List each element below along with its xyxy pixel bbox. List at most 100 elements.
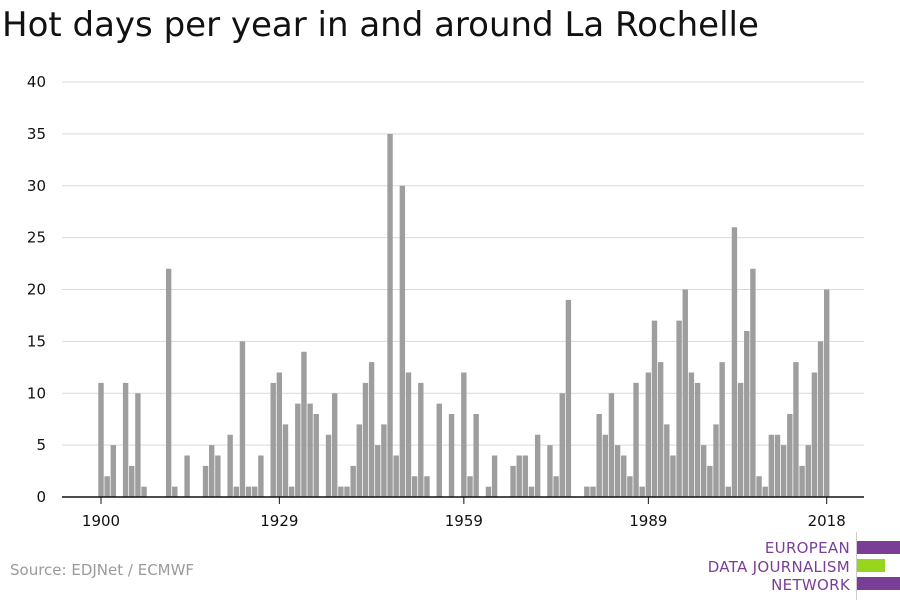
- bars: [98, 133, 830, 498]
- bar-2011: [780, 445, 787, 498]
- bar-1901: [104, 476, 110, 497]
- y-tick-label: 30: [27, 177, 46, 195]
- bar-2015: [805, 445, 811, 498]
- logo-line-3: NETWORK: [771, 576, 850, 594]
- x-axis-ticks: 1900 1929 1959 1989 2018: [82, 497, 846, 530]
- bar-1937: [325, 434, 332, 497]
- bar-1951: [411, 476, 418, 497]
- bar-2017: [817, 341, 824, 498]
- bar-1929: [276, 372, 283, 497]
- bar-2003: [731, 227, 738, 497]
- bar-1947: [387, 133, 393, 498]
- bar-1980: [590, 486, 596, 498]
- x-tick-label: 2018: [808, 512, 846, 530]
- logo-bar-2: [857, 559, 885, 572]
- bar-1992: [664, 424, 670, 498]
- y-tick-label: 15: [27, 332, 46, 350]
- bar-2005: [744, 331, 750, 497]
- bar-1918: [209, 445, 215, 498]
- bar-1981: [596, 414, 602, 497]
- y-tick-label: 35: [27, 125, 46, 143]
- bar-1925: [252, 486, 258, 498]
- x-tick-label: 1929: [260, 512, 298, 530]
- bar-1930: [282, 424, 289, 498]
- bar-2014: [799, 465, 805, 498]
- bar-1905: [129, 465, 135, 498]
- logo-bar-1: [857, 541, 900, 554]
- bar-2009: [768, 434, 775, 497]
- bar-1968: [516, 455, 522, 497]
- bar-1943: [362, 382, 369, 498]
- bar-2006: [750, 268, 756, 497]
- bar-1997: [694, 382, 701, 498]
- bar-1985: [621, 455, 627, 497]
- bar-1986: [627, 476, 633, 497]
- bar-1961: [473, 414, 479, 497]
- bar-1919: [215, 455, 221, 497]
- bar-1982: [602, 434, 608, 497]
- x-tick-label: 1900: [82, 512, 120, 530]
- bar-1967: [510, 465, 516, 498]
- bar-1912: [172, 486, 178, 498]
- bar-1942: [356, 424, 362, 498]
- y-tick-label: 10: [27, 384, 46, 402]
- bar-1993: [670, 455, 676, 497]
- bar-2016: [811, 372, 818, 497]
- chart-title: Hot days per year in and around La Roche…: [2, 5, 759, 45]
- y-tick-label: 0: [36, 488, 46, 506]
- bar-1932: [295, 403, 301, 498]
- bar-2018: [824, 289, 830, 497]
- bar-1931: [288, 486, 295, 498]
- bar-1900: [98, 382, 104, 498]
- bar-1973: [547, 445, 553, 498]
- bar-1995: [682, 289, 688, 497]
- bar-1963: [485, 486, 492, 498]
- logo-divider: [856, 532, 857, 600]
- bar-1935: [313, 414, 319, 497]
- bar-1906: [135, 393, 141, 497]
- bar-1944: [368, 362, 375, 498]
- bar-1939: [338, 486, 344, 498]
- logo-line-2: DATA JOURNALISM: [707, 558, 850, 576]
- bar-1998: [701, 445, 707, 498]
- bar-1926: [258, 455, 264, 497]
- bar-1988: [639, 486, 645, 498]
- bar-1994: [676, 320, 682, 498]
- bar-1969: [522, 455, 529, 497]
- bar-2008: [762, 486, 768, 498]
- bar-1938: [332, 393, 338, 497]
- bar-1940: [344, 486, 350, 498]
- bar-2004: [737, 382, 744, 498]
- y-tick-label: 40: [27, 73, 46, 91]
- bar-1953: [424, 476, 430, 497]
- bar-1923: [239, 341, 246, 498]
- logo-line-1: EUROPEAN: [764, 539, 850, 557]
- bar-1911: [165, 268, 172, 497]
- bar-1983: [608, 393, 615, 497]
- bar-1979: [584, 486, 590, 498]
- bar-1970: [528, 486, 535, 498]
- bar-1914: [184, 455, 190, 497]
- bar-1984: [614, 445, 621, 498]
- bar-chart: 0 5 10 15 20 25 30 35 40 1900 1929 1959 1989 2018: [27, 73, 864, 530]
- bar-1902: [110, 445, 116, 498]
- bar-1904: [122, 382, 129, 498]
- bar-1921: [227, 434, 233, 497]
- bar-1991: [657, 362, 664, 498]
- bar-2000: [713, 424, 719, 498]
- bar-1950: [405, 372, 412, 497]
- bar-1917: [202, 465, 209, 498]
- bar-1922: [233, 486, 239, 498]
- bar-1996: [688, 372, 695, 497]
- bar-1952: [418, 382, 424, 498]
- bar-1957: [448, 414, 455, 497]
- y-axis-ticks: 0 5 10 15 20 25 30 35 40: [27, 73, 46, 506]
- bar-1987: [633, 382, 639, 498]
- bar-1989: [645, 372, 652, 497]
- bar-2012: [787, 414, 793, 497]
- bar-1975: [559, 393, 565, 497]
- bar-1974: [553, 476, 559, 497]
- bar-1971: [534, 434, 541, 497]
- bar-1964: [491, 455, 498, 497]
- bar-1999: [707, 465, 713, 498]
